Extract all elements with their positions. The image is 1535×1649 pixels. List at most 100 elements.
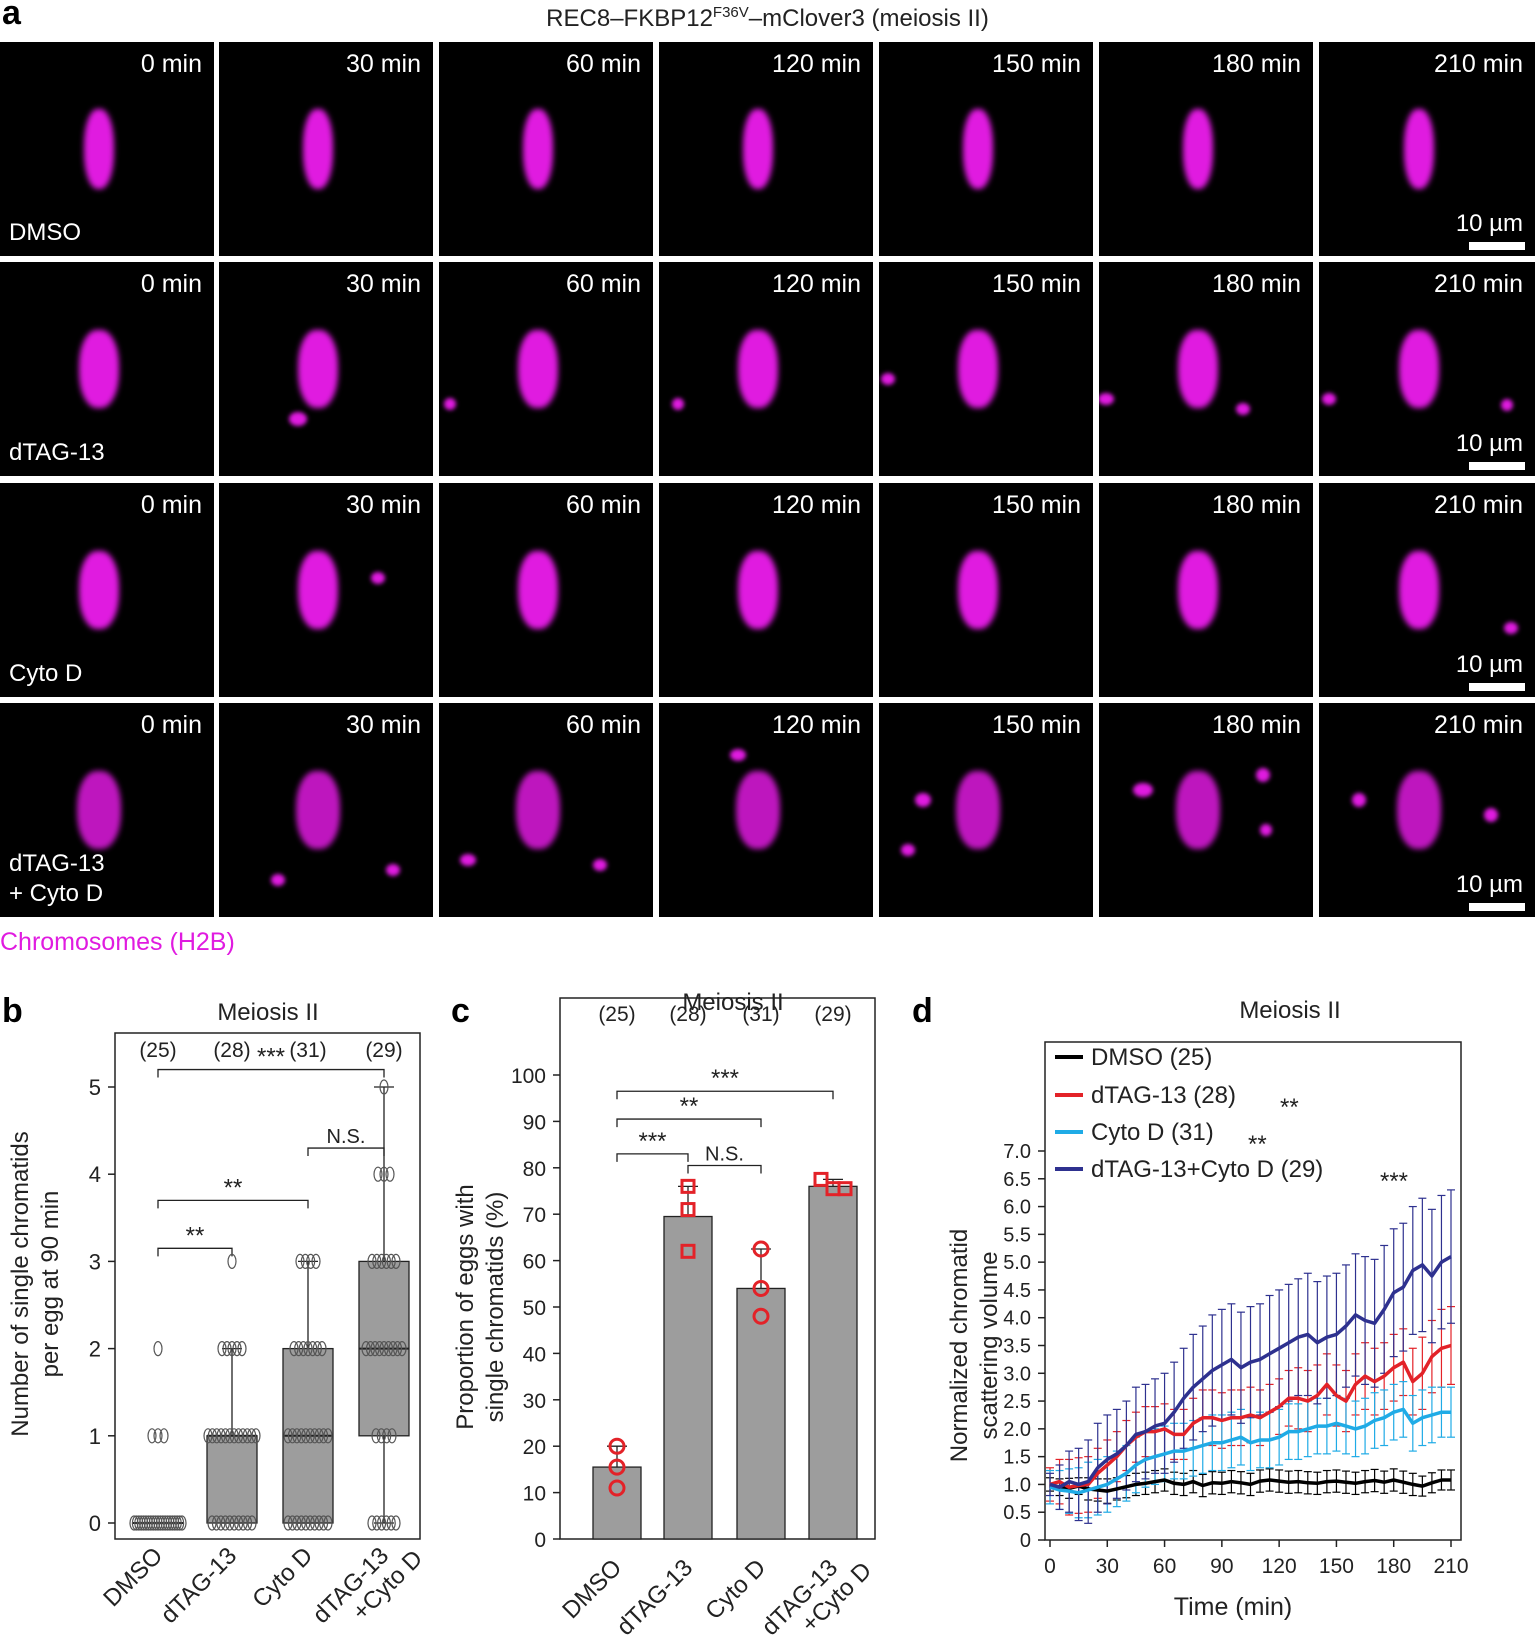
series-line xyxy=(1049,1343,1452,1489)
sig-label: ** xyxy=(680,1093,699,1120)
chromosome-mass xyxy=(738,330,778,408)
data-point xyxy=(143,1515,153,1531)
y-tick-label: 4.5 xyxy=(1003,1280,1031,1302)
time-label: 210 min xyxy=(1434,270,1523,298)
n-label: (31) xyxy=(289,1039,326,1062)
micrograph-tile: 0 min DMSO xyxy=(0,42,214,256)
data-point xyxy=(170,1515,180,1531)
y-tick-label: 50 xyxy=(523,1297,546,1320)
time-label: 180 min xyxy=(1212,491,1301,519)
x-tick-label: 60 xyxy=(1153,1555,1176,1578)
micrograph-tile: 0 min dTAG-13 xyxy=(0,262,214,476)
chromosome-mass xyxy=(736,771,780,849)
x-tick-label-line: DMSO xyxy=(98,1542,168,1612)
n-label: (28) xyxy=(669,1003,706,1026)
y-tick-label: 1 xyxy=(89,1424,101,1449)
chromosome-mass xyxy=(1183,109,1213,189)
y-tick-label: 0 xyxy=(1020,1530,1031,1552)
y-axis-label-line: Number of single chromatids xyxy=(7,1131,34,1436)
y-axis-label: Normalized chromatid scattering volume xyxy=(946,1229,1003,1462)
sig-bracket xyxy=(616,1153,689,1162)
data-point xyxy=(388,1341,398,1357)
time-label: 0 min xyxy=(140,270,202,298)
replicate-point xyxy=(837,1181,853,1197)
scale-bar xyxy=(1469,462,1525,470)
data-point xyxy=(392,1341,403,1357)
time-label: 210 min xyxy=(1434,711,1523,739)
y-tick-label: 0.5 xyxy=(1003,1502,1031,1524)
data-point xyxy=(160,1515,170,1531)
legend-label: dTAG-13 (28) xyxy=(1091,1082,1236,1109)
y-tick-label: 0 xyxy=(534,1529,546,1552)
time-label: 180 min xyxy=(1212,711,1301,739)
n-label: (25) xyxy=(139,1039,176,1062)
data-point xyxy=(305,1428,315,1444)
condition-label: DMSO xyxy=(9,219,81,246)
sig-label: *** xyxy=(638,1128,666,1155)
micrograph-tile: 60 min xyxy=(439,703,653,917)
chromosome-mass xyxy=(1178,330,1218,408)
micrograph-tile: 150 min xyxy=(879,42,1093,256)
replicate-point xyxy=(608,1458,626,1476)
single-chromatid xyxy=(1099,393,1114,405)
data-point xyxy=(211,1515,222,1531)
y-tick-label: 30 xyxy=(523,1390,546,1413)
single-chromatid xyxy=(1484,808,1498,822)
data-point xyxy=(207,1428,217,1444)
single-chromatid xyxy=(1504,622,1518,634)
micrograph-tile: 180 min xyxy=(1099,483,1313,697)
time-label: 60 min xyxy=(565,50,641,78)
data-point xyxy=(216,1515,226,1531)
n-label: (31) xyxy=(742,1003,779,1026)
data-point xyxy=(238,1428,248,1444)
x-tick-label: dTAG-13+Cyto D xyxy=(757,1539,878,1649)
chart-title: Meiosis II xyxy=(682,990,783,1016)
chromosome-mass xyxy=(743,109,773,189)
time-label: 0 min xyxy=(140,50,202,78)
panel-c-letter: c xyxy=(451,992,470,1030)
data-point xyxy=(153,1341,163,1357)
replicate-point xyxy=(608,1437,626,1455)
chromosome-mass xyxy=(303,109,333,189)
data-point xyxy=(379,1341,389,1357)
x-tick-label: 30 xyxy=(1096,1555,1119,1578)
data-point xyxy=(177,1515,187,1531)
y-tick-label: 60 xyxy=(523,1251,546,1274)
n-label: (28) xyxy=(213,1039,250,1062)
n-label: (25) xyxy=(598,1003,635,1026)
single-chromatid xyxy=(672,398,684,410)
sig-label: ** xyxy=(224,1174,243,1201)
y-tick-label: 7.0 xyxy=(1003,1141,1031,1163)
time-label: 180 min xyxy=(1212,270,1301,298)
plot-frame xyxy=(559,997,876,1540)
scale-bar-label: 10 µm xyxy=(1455,210,1523,237)
x-tick-label: dTAG-13 xyxy=(156,1542,243,1629)
data-point xyxy=(287,1428,298,1444)
chromosome-mass xyxy=(1176,771,1220,849)
scale-bar-label: 10 µm xyxy=(1455,871,1523,898)
data-point xyxy=(238,1515,248,1531)
single-chromatid xyxy=(1352,793,1366,807)
data-point xyxy=(251,1428,261,1444)
x-tick-label-line: dTAG-13 xyxy=(612,1554,699,1641)
micrograph-tile: 120 min xyxy=(659,483,873,697)
y-tick-label: 1.0 xyxy=(1003,1474,1031,1496)
y-tick-label: 2.5 xyxy=(1003,1391,1031,1413)
data-point xyxy=(397,1341,407,1357)
data-point xyxy=(379,1166,389,1182)
single-chromatid xyxy=(460,854,476,866)
chart-b: Meiosis II 0 1 2 3 4 5 Number of single chromat… xyxy=(7,999,428,1629)
data-point xyxy=(311,1253,321,1269)
data-point xyxy=(167,1515,177,1531)
scale-bar xyxy=(1469,903,1525,911)
sig-label: *** xyxy=(711,1065,739,1092)
data-point xyxy=(386,1515,396,1531)
sig-bracket xyxy=(307,1147,385,1157)
time-label: 210 min xyxy=(1434,491,1523,519)
bar xyxy=(663,1215,713,1540)
replicate-point xyxy=(752,1307,770,1325)
single-chromatid xyxy=(371,572,385,584)
data-point xyxy=(165,1515,175,1531)
data-point xyxy=(367,1253,377,1269)
legend-label: Cyto D (31) xyxy=(1091,1119,1214,1146)
